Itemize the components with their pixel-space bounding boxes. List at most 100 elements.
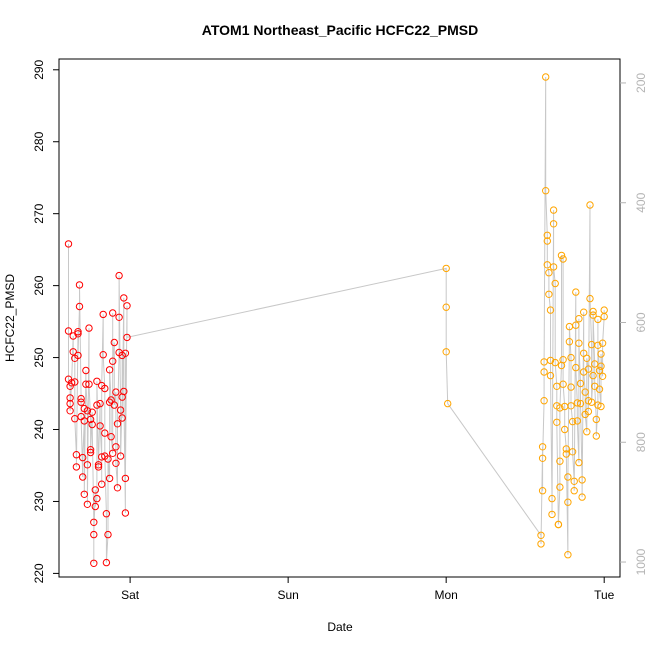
x-tick-label: Sat (121, 588, 140, 602)
y2-tick-label: 400 (634, 192, 648, 212)
data-point-series-2 (567, 402, 575, 410)
data-point-series-1 (96, 422, 104, 430)
data-point-series-2 (538, 454, 547, 462)
data-point-series-1 (118, 414, 126, 422)
data-point-series-1 (104, 455, 112, 463)
data-point-series-2 (551, 358, 559, 367)
data-point-series-1 (69, 332, 77, 340)
data-point-series-2 (572, 321, 580, 329)
data-point-series-2 (575, 339, 583, 347)
y2-tick-label: 200 (634, 73, 648, 93)
data-point-series-2 (575, 458, 583, 467)
data-point-series-2 (556, 483, 564, 491)
data-point-series-2 (564, 498, 572, 506)
data-point-series-1 (66, 394, 74, 402)
data-point-series-1 (74, 330, 82, 338)
data-point-series-2 (564, 473, 572, 481)
data-point-series-1 (64, 327, 73, 335)
data-point-series-2 (567, 353, 575, 362)
data-point-series-1 (64, 240, 73, 248)
data-point-series-2 (584, 365, 593, 373)
data-point-series-2 (561, 425, 569, 434)
data-point-series-1 (116, 452, 125, 460)
data-point-series-1 (90, 559, 98, 567)
data-point-series-2 (543, 261, 551, 269)
data-point-series-1 (121, 349, 130, 357)
data-point-series-1 (112, 459, 120, 467)
data-point-series-2 (589, 311, 597, 319)
data-point-series-2 (598, 339, 607, 347)
data-point-series-1 (71, 378, 79, 386)
data-point-series-2 (545, 269, 553, 277)
data-point-series-2 (581, 388, 589, 396)
data-point-series-1 (113, 420, 122, 428)
data-point-series-1 (86, 415, 95, 424)
data-point-series-2 (548, 510, 556, 519)
data-point-series-1 (120, 294, 128, 302)
y2-tick-label: 800 (634, 432, 648, 452)
y-tick-label: 290 (32, 59, 46, 79)
data-point-series-2 (444, 399, 452, 408)
data-point-series-2 (442, 348, 450, 356)
data-point-series-2 (546, 371, 555, 380)
data-point-series-2 (562, 450, 570, 458)
data-point-series-2 (556, 457, 564, 465)
data-point-series-1 (104, 530, 112, 539)
data-point-series-2 (589, 371, 597, 380)
data-point-series-2 (537, 540, 545, 548)
data-point-series-2 (592, 415, 600, 424)
data-point-series-2 (537, 531, 545, 539)
plot-frame (58, 58, 621, 578)
y2-tick-label: 1000 (634, 548, 648, 575)
data-point-series-2 (587, 398, 596, 406)
data-point-series-2 (573, 399, 581, 407)
data-point-series-1 (85, 324, 93, 332)
data-point-series-1 (121, 474, 130, 483)
data-point-series-1 (77, 394, 85, 403)
data-point-series-1 (83, 461, 92, 469)
data-point-series-1 (123, 302, 131, 310)
data-point-series-2 (583, 428, 591, 436)
data-point-series-1 (120, 387, 128, 396)
x-tick-label: Sun (277, 588, 298, 602)
data-point-series-1 (72, 463, 81, 471)
data-point-series-1 (93, 377, 101, 385)
y-tick-label: 250 (32, 347, 46, 367)
data-point-series-2 (538, 443, 547, 451)
data-point-series-1 (75, 281, 84, 289)
y-tick-label: 280 (32, 131, 46, 151)
y-tick-label: 220 (32, 563, 46, 583)
data-point-series-1 (90, 530, 98, 539)
data-point-series-1 (109, 309, 117, 317)
data-point-series-2 (553, 418, 561, 426)
data-point-series-2 (591, 360, 599, 368)
data-point-series-1 (88, 420, 96, 429)
data-point-series-2 (553, 382, 561, 390)
y2-tick-label: 600 (634, 312, 648, 332)
data-point-series-2 (549, 263, 558, 271)
y-tick-label: 240 (32, 419, 46, 439)
data-point-series-1 (90, 518, 98, 526)
data-point-series-1 (79, 473, 87, 481)
chart-title: ATOM1 Northeast_Pacific HCFC22_PMSD (202, 22, 478, 38)
data-point-series-2 (542, 187, 550, 195)
data-point-series-1 (93, 494, 101, 503)
data-point-series-1 (71, 415, 79, 423)
data-point-series-2 (584, 407, 593, 416)
data-point-series-2 (548, 494, 556, 503)
data-point-series-2 (549, 206, 558, 214)
data-point-series-1 (115, 271, 123, 280)
data-point-series-2 (543, 237, 551, 245)
data-point-series-2 (549, 220, 558, 228)
connecting-line-layer (68, 76, 605, 564)
data-point-series-2 (542, 73, 550, 81)
data-point-series-2 (559, 255, 567, 263)
data-point-series-2 (554, 520, 563, 529)
data-point-series-2 (597, 350, 605, 358)
data-point-series-1 (74, 328, 82, 336)
data-point-series-2 (594, 315, 602, 324)
data-point-series-1 (105, 474, 114, 483)
data-point-series-1 (77, 398, 85, 406)
data-point-series-2 (540, 368, 548, 376)
data-point-series-1 (109, 357, 117, 365)
